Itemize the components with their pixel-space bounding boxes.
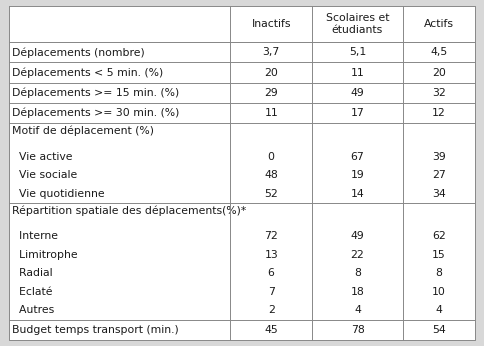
- Text: 11: 11: [350, 67, 364, 78]
- Text: 4: 4: [354, 306, 361, 315]
- Text: Répartition spatiale des déplacements(%)*: Répartition spatiale des déplacements(%)…: [12, 205, 246, 216]
- Text: Déplacements < 5 min. (%): Déplacements < 5 min. (%): [12, 67, 163, 78]
- Text: Radial: Radial: [12, 268, 52, 279]
- Text: 17: 17: [350, 108, 364, 118]
- Text: Interne: Interne: [12, 231, 58, 242]
- Text: Scolaires et
étudiants: Scolaires et étudiants: [326, 13, 389, 35]
- Text: 45: 45: [264, 325, 278, 335]
- Text: 32: 32: [432, 88, 446, 98]
- Text: 34: 34: [432, 189, 446, 199]
- Text: Budget temps transport (min.): Budget temps transport (min.): [12, 325, 179, 335]
- Text: 8: 8: [354, 268, 361, 279]
- Text: Déplacements (nombre): Déplacements (nombre): [12, 47, 144, 57]
- Text: 20: 20: [432, 67, 446, 78]
- Text: Inactifs: Inactifs: [251, 19, 291, 29]
- Text: 0: 0: [268, 152, 274, 162]
- Text: 20: 20: [264, 67, 278, 78]
- Text: Actifs: Actifs: [424, 19, 454, 29]
- Text: 78: 78: [350, 325, 364, 335]
- Text: Vie active: Vie active: [12, 152, 72, 162]
- Text: 29: 29: [264, 88, 278, 98]
- Text: 19: 19: [350, 170, 364, 180]
- Text: 4,5: 4,5: [430, 47, 448, 57]
- Text: Limitrophe: Limitrophe: [12, 250, 77, 260]
- Text: 39: 39: [432, 152, 446, 162]
- Text: 15: 15: [432, 250, 446, 260]
- Text: 7: 7: [268, 287, 274, 297]
- Text: 2: 2: [268, 306, 274, 315]
- Text: 6: 6: [268, 268, 274, 279]
- Text: 11: 11: [264, 108, 278, 118]
- Text: Déplacements >= 30 min. (%): Déplacements >= 30 min. (%): [12, 108, 179, 118]
- Text: 62: 62: [432, 231, 446, 242]
- Text: Autres: Autres: [12, 306, 54, 315]
- Text: Vie sociale: Vie sociale: [12, 170, 77, 180]
- Text: 13: 13: [264, 250, 278, 260]
- Text: 5,1: 5,1: [349, 47, 366, 57]
- Text: 12: 12: [432, 108, 446, 118]
- Text: Eclaté: Eclaté: [12, 287, 52, 297]
- Text: 18: 18: [350, 287, 364, 297]
- Text: 49: 49: [350, 231, 364, 242]
- Text: Motif de déplacement (%): Motif de déplacement (%): [12, 125, 153, 136]
- Text: 22: 22: [350, 250, 364, 260]
- Text: 48: 48: [264, 170, 278, 180]
- Text: 4: 4: [436, 306, 442, 315]
- Text: 54: 54: [432, 325, 446, 335]
- Text: Déplacements >= 15 min. (%): Déplacements >= 15 min. (%): [12, 88, 179, 98]
- Text: 10: 10: [432, 287, 446, 297]
- Text: 14: 14: [350, 189, 364, 199]
- Text: 49: 49: [350, 88, 364, 98]
- Text: 27: 27: [432, 170, 446, 180]
- Text: 67: 67: [350, 152, 364, 162]
- Text: 52: 52: [264, 189, 278, 199]
- Text: 72: 72: [264, 231, 278, 242]
- Text: 3,7: 3,7: [262, 47, 280, 57]
- Text: 8: 8: [436, 268, 442, 279]
- Text: Vie quotidienne: Vie quotidienne: [12, 189, 104, 199]
